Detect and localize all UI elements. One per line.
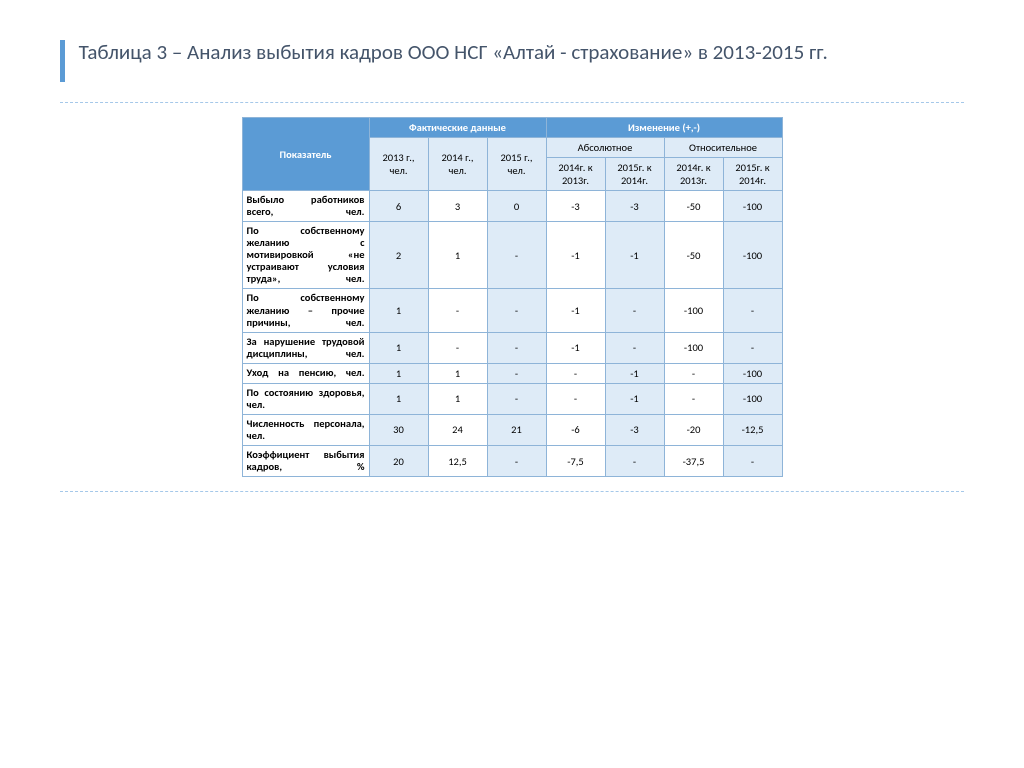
data-cell: -3	[605, 414, 664, 445]
data-cell: 6	[369, 191, 428, 222]
data-cell: -3	[546, 191, 605, 222]
data-cell: 1	[369, 383, 428, 414]
data-cell: 1	[428, 383, 487, 414]
data-cell: -	[605, 289, 664, 332]
table-row: Уход на пенсию, чел.11---1--100	[242, 363, 782, 383]
table-row: За нарушение трудовой дисциплины, чел.1-…	[242, 332, 782, 363]
data-cell: -1	[605, 383, 664, 414]
data-cell: -1	[546, 332, 605, 363]
table-row: По состоянию здоровья, чел.11---1--100	[242, 383, 782, 414]
title-marker	[60, 40, 65, 82]
data-cell: -6	[546, 414, 605, 445]
slide-title-block: Таблица 3 – Анализ выбытия кадров ООО НС…	[60, 40, 964, 82]
row-label: За нарушение трудовой дисциплины, чел.	[242, 332, 369, 363]
divider-top	[60, 102, 964, 103]
data-cell: -	[605, 446, 664, 477]
data-cell: -	[487, 446, 546, 477]
data-cell: 1	[369, 332, 428, 363]
row-label: Выбыло работников всего, чел.	[242, 191, 369, 222]
data-cell: -	[428, 332, 487, 363]
data-cell: -	[487, 383, 546, 414]
data-cell: 20	[369, 446, 428, 477]
data-cell: -100	[664, 289, 723, 332]
divider-bottom	[60, 491, 964, 492]
col-abs-1413: 2014г. к 2013г.	[546, 158, 605, 191]
table-row: Коэффициент выбытия кадров, %2012,5--7,5…	[242, 446, 782, 477]
table-row: По собственному желанию – прочие причины…	[242, 289, 782, 332]
col-rel-1413: 2014г. к 2013г.	[664, 158, 723, 191]
table-row: По собственному желанию с мотивировкой «…	[242, 222, 782, 289]
data-cell: -	[664, 383, 723, 414]
data-cell: 12,5	[428, 446, 487, 477]
table-wrapper: Показатель Фактические данные Изменение …	[60, 117, 964, 477]
data-cell: -7,5	[546, 446, 605, 477]
data-cell: -50	[664, 222, 723, 289]
data-cell: -20	[664, 414, 723, 445]
analysis-table: Показатель Фактические данные Изменение …	[242, 117, 783, 477]
data-cell: -	[546, 383, 605, 414]
data-cell: -	[605, 332, 664, 363]
data-cell: 2	[369, 222, 428, 289]
data-cell: -1	[546, 289, 605, 332]
data-cell: -12,5	[723, 414, 782, 445]
row-label: По собственному желанию с мотивировкой «…	[242, 222, 369, 289]
data-cell: 1	[369, 363, 428, 383]
col-abs: Абсолютное	[546, 138, 664, 158]
data-cell: 21	[487, 414, 546, 445]
data-cell: -1	[546, 222, 605, 289]
col-change: Изменение (+,-)	[546, 118, 782, 138]
data-cell: -37,5	[664, 446, 723, 477]
row-label: Коэффициент выбытия кадров, %	[242, 446, 369, 477]
data-cell: -1	[605, 222, 664, 289]
col-rel-1514: 2015г. к 2014г.	[723, 158, 782, 191]
data-cell: 3	[428, 191, 487, 222]
data-cell: -100	[723, 222, 782, 289]
table-body: Выбыло работников всего, чел.630-3-3-50-…	[242, 191, 782, 477]
data-cell: -	[487, 332, 546, 363]
data-cell: -	[487, 289, 546, 332]
col-2015: 2015 г., чел.	[487, 138, 546, 191]
slide-title: Таблица 3 – Анализ выбытия кадров ООО НС…	[79, 40, 828, 65]
row-label: По собственному желанию – прочие причины…	[242, 289, 369, 332]
data-cell: 24	[428, 414, 487, 445]
col-abs-1514: 2015г. к 2014г.	[605, 158, 664, 191]
data-cell: -	[546, 363, 605, 383]
data-cell: -1	[605, 363, 664, 383]
table-row: Численность персонала, чел.302421-6-3-20…	[242, 414, 782, 445]
data-cell: -100	[723, 383, 782, 414]
data-cell: 1	[428, 222, 487, 289]
data-cell: -	[487, 363, 546, 383]
table-row: Выбыло работников всего, чел.630-3-3-50-…	[242, 191, 782, 222]
data-cell: -	[664, 363, 723, 383]
data-cell: 1	[369, 289, 428, 332]
data-cell: -	[487, 222, 546, 289]
data-cell: -	[428, 289, 487, 332]
col-rel: Относительное	[664, 138, 782, 158]
data-cell: 1	[428, 363, 487, 383]
col-indicator: Показатель	[242, 118, 369, 191]
data-cell: -	[723, 289, 782, 332]
data-cell: -100	[723, 363, 782, 383]
data-cell: 30	[369, 414, 428, 445]
data-cell: -50	[664, 191, 723, 222]
row-label: Уход на пенсию, чел.	[242, 363, 369, 383]
row-label: По состоянию здоровья, чел.	[242, 383, 369, 414]
data-cell: -	[723, 332, 782, 363]
row-label: Численность персонала, чел.	[242, 414, 369, 445]
data-cell: -100	[723, 191, 782, 222]
data-cell: -	[723, 446, 782, 477]
col-2013: 2013 г., чел.	[369, 138, 428, 191]
col-2014: 2014 г., чел.	[428, 138, 487, 191]
data-cell: 0	[487, 191, 546, 222]
data-cell: -3	[605, 191, 664, 222]
col-factual: Фактические данные	[369, 118, 546, 138]
data-cell: -100	[664, 332, 723, 363]
